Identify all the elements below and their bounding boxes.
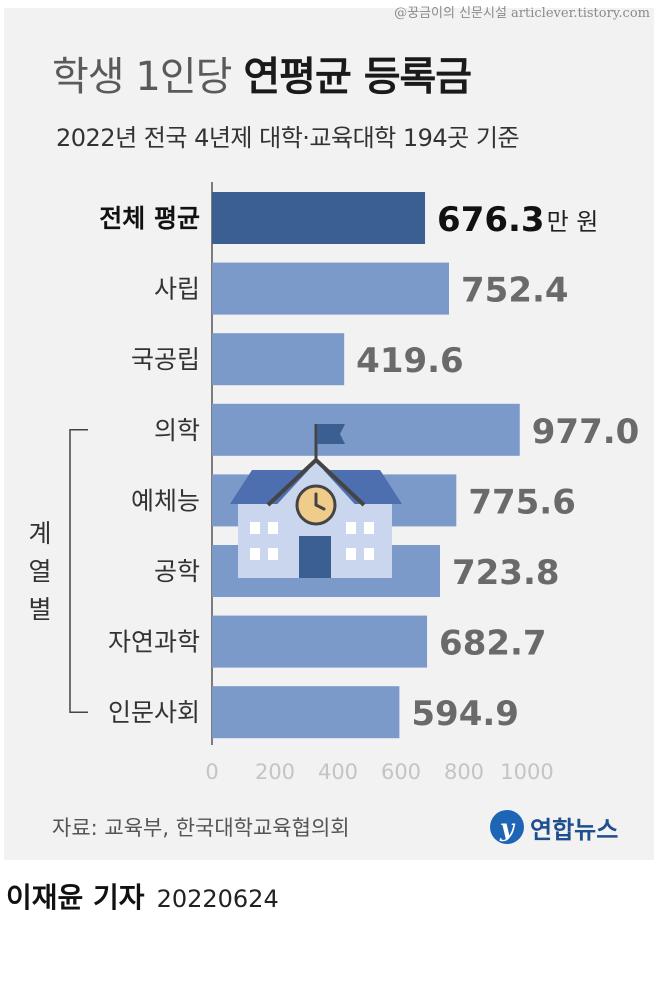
source-note: 자료: 교육부, 한국대학교육협의회 <box>52 816 350 840</box>
chart-subtitle: 2022년 전국 4년제 대학·교육대학 194곳 기준 <box>56 124 520 152</box>
bar <box>212 403 520 456</box>
value-label: 594.9 <box>411 694 519 734</box>
group-bracket <box>69 429 88 713</box>
value-label: 723.8 <box>452 553 560 593</box>
watermark: @꿍금이의 신문시설 articlever.tistory.com <box>394 6 650 21</box>
x-tick-label: 400 <box>318 760 358 784</box>
publish-date: 20220624 <box>156 885 279 913</box>
category-label: 국공립 <box>131 345 200 374</box>
bar <box>212 686 400 739</box>
logo-text: 연합뉴스 <box>530 815 619 844</box>
group-label-char: 열 <box>28 557 51 586</box>
bar <box>212 262 450 315</box>
unit-label: 만 원 <box>547 208 599 236</box>
bar <box>212 333 345 386</box>
chart-title: 학생 1인당 연평균 등록금 <box>52 44 472 102</box>
x-tick-label: 200 <box>255 760 295 784</box>
category-label: 인문사회 <box>108 698 200 727</box>
category-label: 예체능 <box>131 486 200 515</box>
x-tick-label: 0 <box>205 760 218 784</box>
category-label: 자연과학 <box>108 628 200 657</box>
value-label: 977.0 <box>532 412 640 452</box>
category-label: 공학 <box>154 557 200 586</box>
value-label: 775.6 <box>468 482 576 522</box>
group-label-char: 별 <box>28 595 51 624</box>
bar <box>212 192 426 244</box>
value-label: 676.3 <box>437 200 545 240</box>
logo-mark: y <box>490 810 524 844</box>
x-tick-label: 600 <box>381 760 421 784</box>
title-light: 학생 1인당 <box>52 54 232 100</box>
value-label: 752.4 <box>461 271 569 311</box>
reporter-name: 이재윤 기자 <box>6 881 145 914</box>
school-building-icon <box>230 424 402 578</box>
category-label: 사립 <box>154 275 200 304</box>
byline: 이재윤 기자 20220624 <box>6 876 279 916</box>
x-tick-label: 800 <box>444 760 484 784</box>
clock-icon <box>295 484 337 526</box>
group-label-char: 계 <box>28 519 51 548</box>
bar <box>212 615 428 668</box>
title-bold: 연평균 등록금 <box>243 54 472 100</box>
flag-icon <box>317 424 345 444</box>
yonhap-logo: y 연합뉴스 <box>490 806 618 848</box>
category-label: 전체 평균 <box>99 204 200 233</box>
category-label: 의학 <box>154 416 200 445</box>
x-tick-label: 1000 <box>500 760 553 784</box>
value-label: 682.7 <box>439 624 547 664</box>
value-label: 419.6 <box>356 341 464 381</box>
